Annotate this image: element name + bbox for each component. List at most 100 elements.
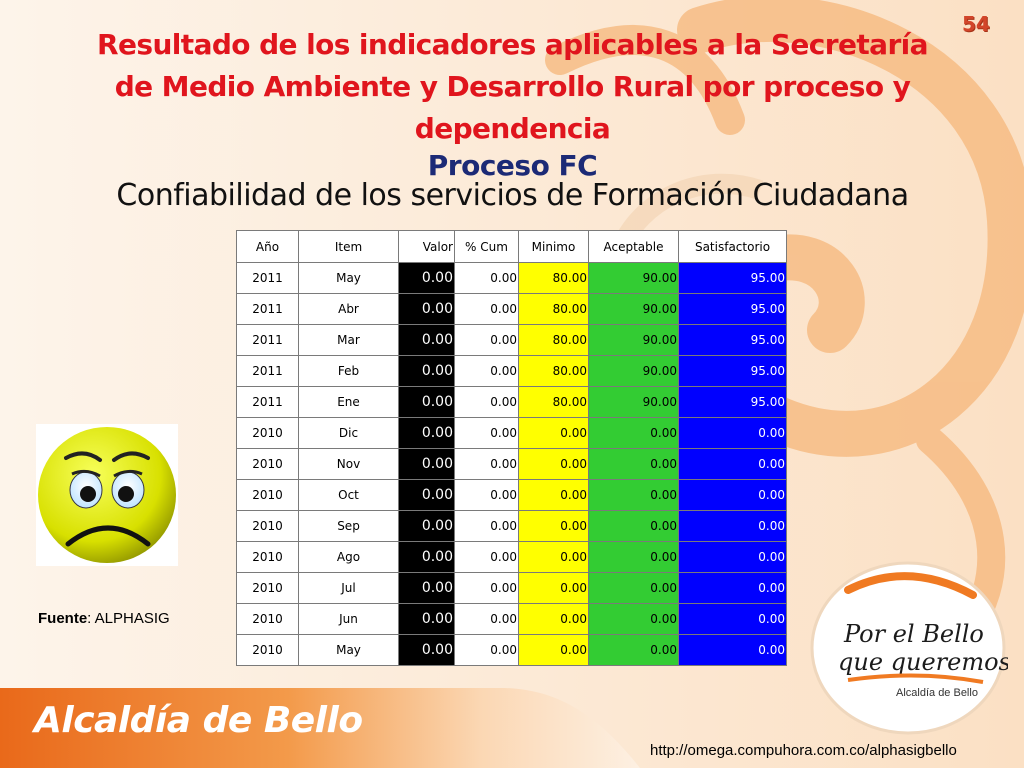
table-row: 2010 Jul 0.00 0.00 0.00 0.00 0.00 [236,572,787,604]
cell-item: Feb [298,355,399,387]
cell-cum: 0.00 [454,386,519,418]
cell-minimo: 0.00 [518,541,589,573]
cell-item: May [298,634,399,666]
cell-ano: 2010 [236,417,299,449]
table-row: 2010 Ago 0.00 0.00 0.00 0.00 0.00 [236,541,787,573]
cell-satisfactorio: 95.00 [678,324,787,356]
cell-cum: 0.00 [454,479,519,511]
cell-aceptable: 90.00 [588,324,679,356]
cell-item: Dic [298,417,399,449]
cell-aceptable: 0.00 [588,510,679,542]
cell-satisfactorio: 95.00 [678,386,787,418]
cell-item: Ene [298,386,399,418]
cell-cum: 0.00 [454,293,519,325]
por-el-bello-logo: Por el Bello que queremos Alcaldía de Be… [810,561,1008,735]
cell-valor: 0.00 [398,603,455,635]
table-row: 2011 Abr 0.00 0.00 80.00 90.00 95.00 [236,293,787,325]
cell-cum: 0.00 [454,448,519,480]
cell-minimo: 0.00 [518,634,589,666]
cell-valor: 0.00 [398,262,455,294]
cell-ano: 2011 [236,293,299,325]
cell-valor: 0.00 [398,479,455,511]
header-valor: Valor [398,230,455,263]
header-item: Item [298,230,399,263]
table-row: 2010 May 0.00 0.00 0.00 0.00 0.00 [236,634,787,666]
cell-ano: 2010 [236,572,299,604]
footer-brand: Alcaldía de Bello [34,700,363,741]
cell-aceptable: 0.00 [588,572,679,604]
cell-ano: 2010 [236,510,299,542]
cell-valor: 0.00 [398,417,455,449]
cell-aceptable: 0.00 [588,634,679,666]
cell-cum: 0.00 [454,355,519,387]
cell-ano: 2010 [236,448,299,480]
header-satisfactorio: Satisfactorio [678,230,787,263]
cell-satisfactorio: 95.00 [678,293,787,325]
logo-line2: que queremos [838,648,1008,676]
table-row: 2010 Sep 0.00 0.00 0.00 0.00 0.00 [236,510,787,542]
cell-valor: 0.00 [398,448,455,480]
cell-cum: 0.00 [454,324,519,356]
table-row: 2010 Dic 0.00 0.00 0.00 0.00 0.00 [236,417,787,449]
cell-aceptable: 0.00 [588,448,679,480]
cell-ano: 2010 [236,603,299,635]
cell-satisfactorio: 0.00 [678,634,787,666]
cell-item: Nov [298,448,399,480]
cell-valor: 0.00 [398,293,455,325]
cell-minimo: 80.00 [518,386,589,418]
cell-valor: 0.00 [398,386,455,418]
header-ano: Año [236,230,299,263]
cell-satisfactorio: 0.00 [678,448,787,480]
cell-satisfactorio: 0.00 [678,572,787,604]
logo-line1: Por el Bello [843,620,984,648]
cell-item: Abr [298,293,399,325]
indicator-subtitle: Confiabilidad de los servicios de Formac… [116,178,909,213]
cell-minimo: 80.00 [518,355,589,387]
cell-ano: 2010 [236,541,299,573]
cell-satisfactorio: 0.00 [678,479,787,511]
cell-valor: 0.00 [398,634,455,666]
cell-cum: 0.00 [454,572,519,604]
cell-minimo: 0.00 [518,448,589,480]
cell-cum: 0.00 [454,603,519,635]
table-row: 2010 Oct 0.00 0.00 0.00 0.00 0.00 [236,479,787,511]
cell-valor: 0.00 [398,324,455,356]
cell-aceptable: 90.00 [588,293,679,325]
cell-aceptable: 90.00 [588,386,679,418]
cell-minimo: 0.00 [518,417,589,449]
source-label: Fuente [38,610,88,627]
header-cum: % Cum [454,230,519,263]
cell-aceptable: 0.00 [588,603,679,635]
table-row: 2010 Nov 0.00 0.00 0.00 0.00 0.00 [236,448,787,480]
cell-valor: 0.00 [398,355,455,387]
cell-satisfactorio: 0.00 [678,603,787,635]
cell-minimo: 80.00 [518,324,589,356]
cell-item: Jul [298,572,399,604]
table-row: 2011 Mar 0.00 0.00 80.00 90.00 95.00 [236,324,787,356]
cell-satisfactorio: 95.00 [678,355,787,387]
table-row: 2011 May 0.00 0.00 80.00 90.00 95.00 [236,262,787,294]
cell-aceptable: 90.00 [588,262,679,294]
cell-satisfactorio: 0.00 [678,417,787,449]
cell-minimo: 0.00 [518,510,589,542]
cell-cum: 0.00 [454,510,519,542]
table-row: 2010 Jun 0.00 0.00 0.00 0.00 0.00 [236,603,787,635]
cell-aceptable: 0.00 [588,479,679,511]
cell-minimo: 0.00 [518,479,589,511]
cell-item: Mar [298,324,399,356]
cell-ano: 2011 [236,355,299,387]
cell-minimo: 0.00 [518,603,589,635]
cell-cum: 0.00 [454,417,519,449]
cell-minimo: 80.00 [518,262,589,294]
cell-ano: 2010 [236,479,299,511]
cell-satisfactorio: 0.00 [678,510,787,542]
cell-minimo: 80.00 [518,293,589,325]
table-body: 2011 May 0.00 0.00 80.00 90.00 95.00 2011 Abr 0.0… [236,262,787,666]
header-aceptable: Aceptable [588,230,679,263]
cell-aceptable: 90.00 [588,355,679,387]
header-minimo: Minimo [518,230,589,263]
cell-item: May [298,262,399,294]
footer-url[interactable]: http://omega.compuhora.com.co/alphasigbe… [650,742,957,759]
footer-bar [0,688,640,768]
cell-ano: 2011 [236,386,299,418]
